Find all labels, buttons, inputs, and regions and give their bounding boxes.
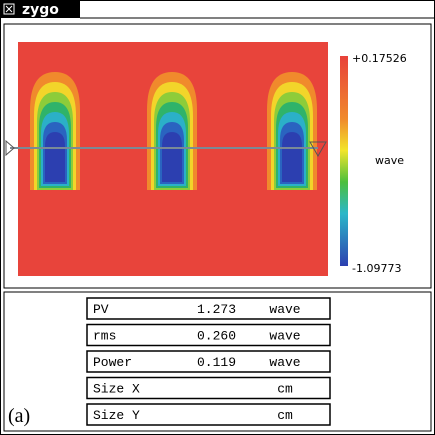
- fringe-blob: [147, 72, 197, 190]
- zygo-window: zygo +0.17526 wave -1.09773 PV 1.273 wave r…: [0, 0, 435, 435]
- colorbar-unit: wave: [375, 154, 404, 167]
- colorbar-min: -1.09773: [352, 262, 401, 275]
- result-label: PV: [93, 302, 109, 317]
- result-value: 0.119: [197, 355, 236, 370]
- result-value: 1.273: [197, 302, 236, 317]
- result-unit: cm: [277, 382, 293, 397]
- result-label: Size Y: [93, 408, 140, 423]
- result-label: rms: [93, 329, 116, 344]
- result-label: Size X: [93, 382, 140, 397]
- result-value: 0.260: [197, 329, 236, 344]
- result-unit: wave: [269, 329, 300, 344]
- window-title: zygo: [22, 2, 59, 18]
- results-table: PV 1.273 wave rms 0.260 wave Power 0.119 wave Siz…: [87, 298, 330, 425]
- colorbar-max: +0.17526: [352, 52, 407, 65]
- color-bar: [340, 56, 348, 266]
- figure-label: (a): [8, 405, 30, 427]
- fringe-blob: [30, 72, 80, 190]
- fringe-blob: [267, 72, 317, 190]
- result-label: Power: [93, 355, 132, 370]
- result-unit: wave: [269, 302, 300, 317]
- result-unit: wave: [269, 355, 300, 370]
- result-unit: cm: [277, 408, 293, 423]
